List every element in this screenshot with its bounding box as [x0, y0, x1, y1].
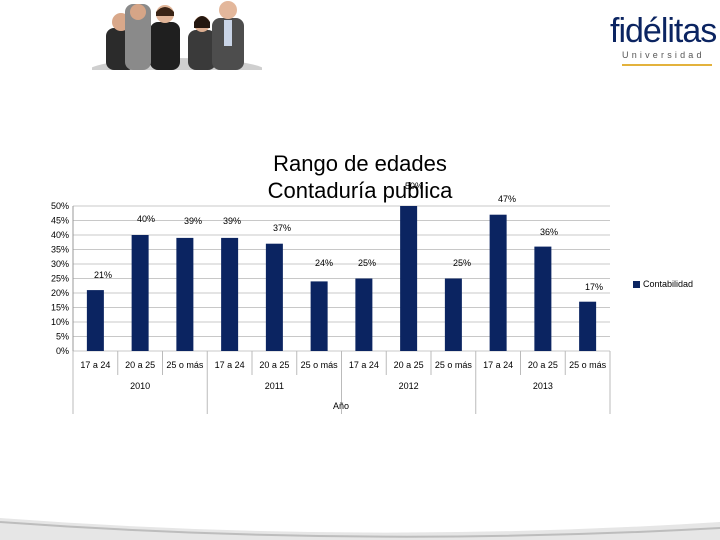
- y-tick-label: 20%: [51, 288, 69, 298]
- x-category-label: 20 a 25: [528, 360, 558, 370]
- x-axis-label: Año: [333, 401, 349, 411]
- x-category-label: 25 o más: [166, 360, 204, 370]
- chart-title: Rango de edades Contaduría publica: [267, 151, 453, 203]
- y-tick-label: 40%: [51, 230, 69, 240]
- chart-legend: Contabilidad: [633, 279, 693, 289]
- data-label: 39%: [184, 216, 202, 226]
- y-tick-label: 0%: [56, 346, 69, 356]
- legend-label: Contabilidad: [643, 279, 694, 289]
- data-label: 50%: [405, 181, 423, 191]
- bar: [310, 281, 328, 351]
- bar: [131, 235, 149, 351]
- x-category-label: 25 o más: [301, 360, 339, 370]
- data-label: 17%: [585, 282, 603, 292]
- x-group-label: 2012: [399, 381, 419, 391]
- bar: [489, 214, 507, 351]
- x-category-label: 17 a 24: [215, 360, 245, 370]
- bar: [265, 243, 283, 351]
- footer-swoosh: [0, 518, 720, 540]
- x-group-label: 2011: [265, 381, 284, 391]
- y-tick-label: 50%: [51, 201, 69, 211]
- bar: [86, 290, 104, 351]
- x-category-label: 20 a 25: [259, 360, 289, 370]
- x-category-label: 25 o más: [435, 360, 473, 370]
- y-tick-label: 10%: [51, 317, 69, 327]
- chart-gridlines: [72, 205, 610, 414]
- y-tick-label: 35%: [51, 245, 69, 255]
- data-label: 40%: [137, 214, 155, 224]
- header-people-photo: [92, 0, 262, 70]
- logo-underline: [622, 64, 712, 66]
- legend-swatch: [633, 280, 640, 288]
- chart-x-categories: 17 a 24 20 a 25 25 o más 17 a 24 20 a 25 25 o…: [72, 351, 611, 375]
- x-group-label: 2010: [130, 381, 150, 391]
- data-label: 37%: [273, 223, 291, 233]
- bar: [355, 278, 373, 351]
- chart-data-labels: 21% 40% 39% 39% 37% 24% 25% 50% 25% 47% 36% 17%: [94, 181, 603, 292]
- bar: [176, 237, 194, 351]
- logo-brand: fidélitas: [610, 12, 717, 50]
- y-tick-label: 25%: [51, 274, 69, 284]
- chart-y-ticks: 0% 5% 10% 15% 20% 25% 30% 35% 40% 45% 50%: [51, 201, 69, 356]
- x-category-label: 25 o más: [569, 360, 607, 370]
- data-label: 39%: [223, 216, 241, 226]
- chart-bars: [86, 206, 597, 351]
- logo-subtitle: Universidad: [622, 50, 705, 60]
- bar: [400, 206, 418, 351]
- data-label: 36%: [540, 227, 558, 237]
- y-tick-label: 15%: [51, 303, 69, 313]
- data-label: 21%: [94, 270, 112, 280]
- university-logo: fidélitas Universidad: [610, 8, 717, 68]
- x-category-label: 17 a 24: [349, 360, 379, 370]
- x-category-label: 17 a 24: [483, 360, 513, 370]
- y-tick-label: 30%: [51, 259, 69, 269]
- bar: [444, 278, 462, 351]
- x-category-label: 20 a 25: [125, 360, 155, 370]
- data-label: 24%: [315, 258, 333, 268]
- data-label: 25%: [358, 258, 376, 268]
- chart-x-groups: 2010 2011 2012 2013: [72, 375, 611, 414]
- x-category-label: 17 a 24: [80, 360, 110, 370]
- bar: [534, 246, 552, 351]
- x-category-label: 20 a 25: [394, 360, 424, 370]
- bar: [579, 301, 597, 351]
- data-label: 47%: [498, 194, 516, 204]
- data-label: 25%: [453, 258, 471, 268]
- x-group-label: 2013: [533, 381, 553, 391]
- y-tick-label: 45%: [51, 216, 69, 226]
- y-tick-label: 5%: [56, 332, 69, 342]
- bar: [221, 237, 239, 351]
